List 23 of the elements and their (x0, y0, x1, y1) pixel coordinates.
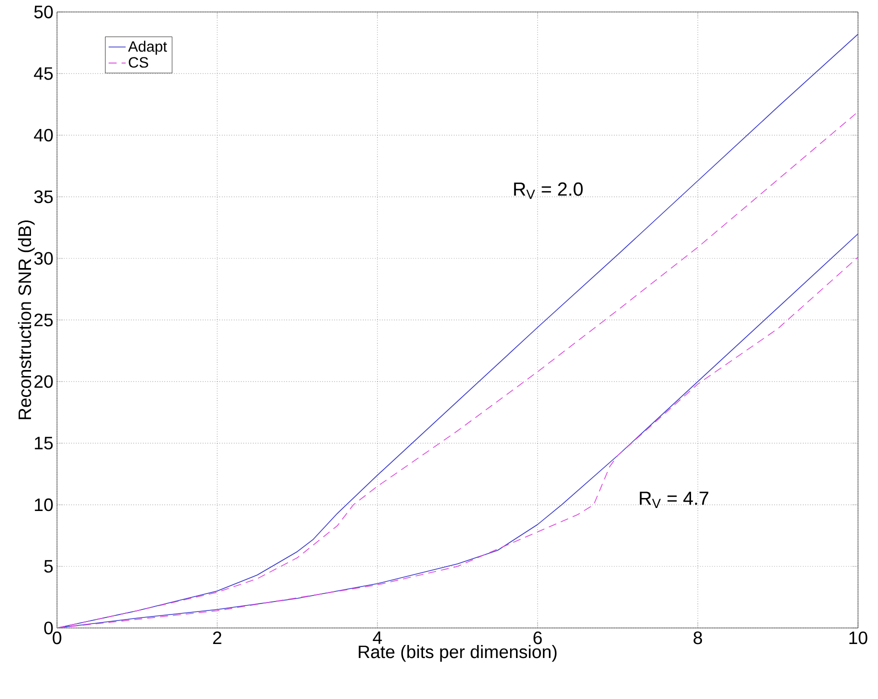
y-tick-label: 10 (34, 498, 53, 512)
legend-label: Adapt (128, 40, 167, 55)
x-tick-label: 2 (213, 631, 222, 644)
y-tick-label: 30 (34, 252, 53, 265)
y-tick-label: 50 (34, 6, 53, 18)
y-tick-label: 0 (44, 622, 53, 634)
x-tick-label: 0 (52, 631, 62, 644)
y-tick-label: 20 (34, 375, 53, 388)
y-tick-label: 5 (44, 560, 53, 573)
x-tick-label: 8 (694, 631, 702, 644)
x-tick-label: 10 (849, 631, 868, 644)
x-tick-label: 4 (372, 631, 382, 644)
y-tick-label: 35 (34, 190, 53, 204)
x-tick-label: 6 (534, 631, 542, 644)
annotation: R$_{V}$ = 2.0 (514, 182, 583, 199)
annotation: R$_{V}$ = 4.7 (640, 492, 708, 508)
y-tick-label: 15 (34, 436, 53, 450)
y-tick-label: 40 (34, 128, 53, 142)
legend-label: CS (128, 57, 148, 68)
x-axis-title: Rate (bits per dimension) (358, 645, 557, 662)
y-tick-label: 45 (34, 67, 53, 80)
y-tick-label: 25 (34, 314, 53, 326)
y-axis-title: Reconstruction SNR (dB) (18, 220, 35, 420)
